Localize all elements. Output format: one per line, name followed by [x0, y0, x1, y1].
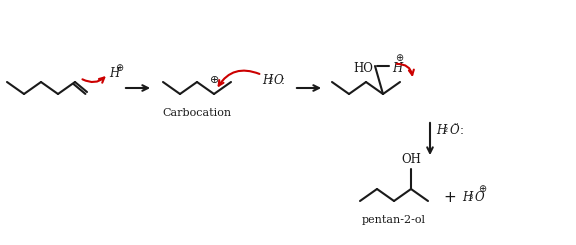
Text: O: O: [274, 74, 283, 86]
Text: OH: OH: [401, 153, 421, 166]
Text: ⊕: ⊕: [395, 53, 403, 63]
Text: H: H: [109, 66, 119, 79]
Text: ⊕: ⊕: [478, 184, 486, 194]
Text: ⊕: ⊕: [210, 75, 219, 85]
Text: +: +: [444, 189, 456, 205]
Text: $_2$: $_2$: [443, 125, 449, 135]
Text: $_3$: $_3$: [468, 192, 474, 202]
Text: pentan-2-ol: pentan-2-ol: [362, 215, 426, 225]
Text: ⊕: ⊕: [115, 63, 123, 73]
Text: H: H: [392, 61, 402, 74]
Text: O: O: [475, 191, 484, 204]
Text: :: :: [281, 74, 285, 86]
Text: H: H: [262, 74, 272, 86]
Text: H: H: [462, 191, 472, 204]
Text: $_2$: $_2$: [268, 75, 274, 85]
Text: Carbocation: Carbocation: [162, 108, 232, 118]
Text: :: :: [460, 123, 464, 136]
Text: Ö: Ö: [450, 123, 460, 136]
Text: H: H: [436, 123, 446, 136]
Text: HO: HO: [353, 61, 373, 74]
